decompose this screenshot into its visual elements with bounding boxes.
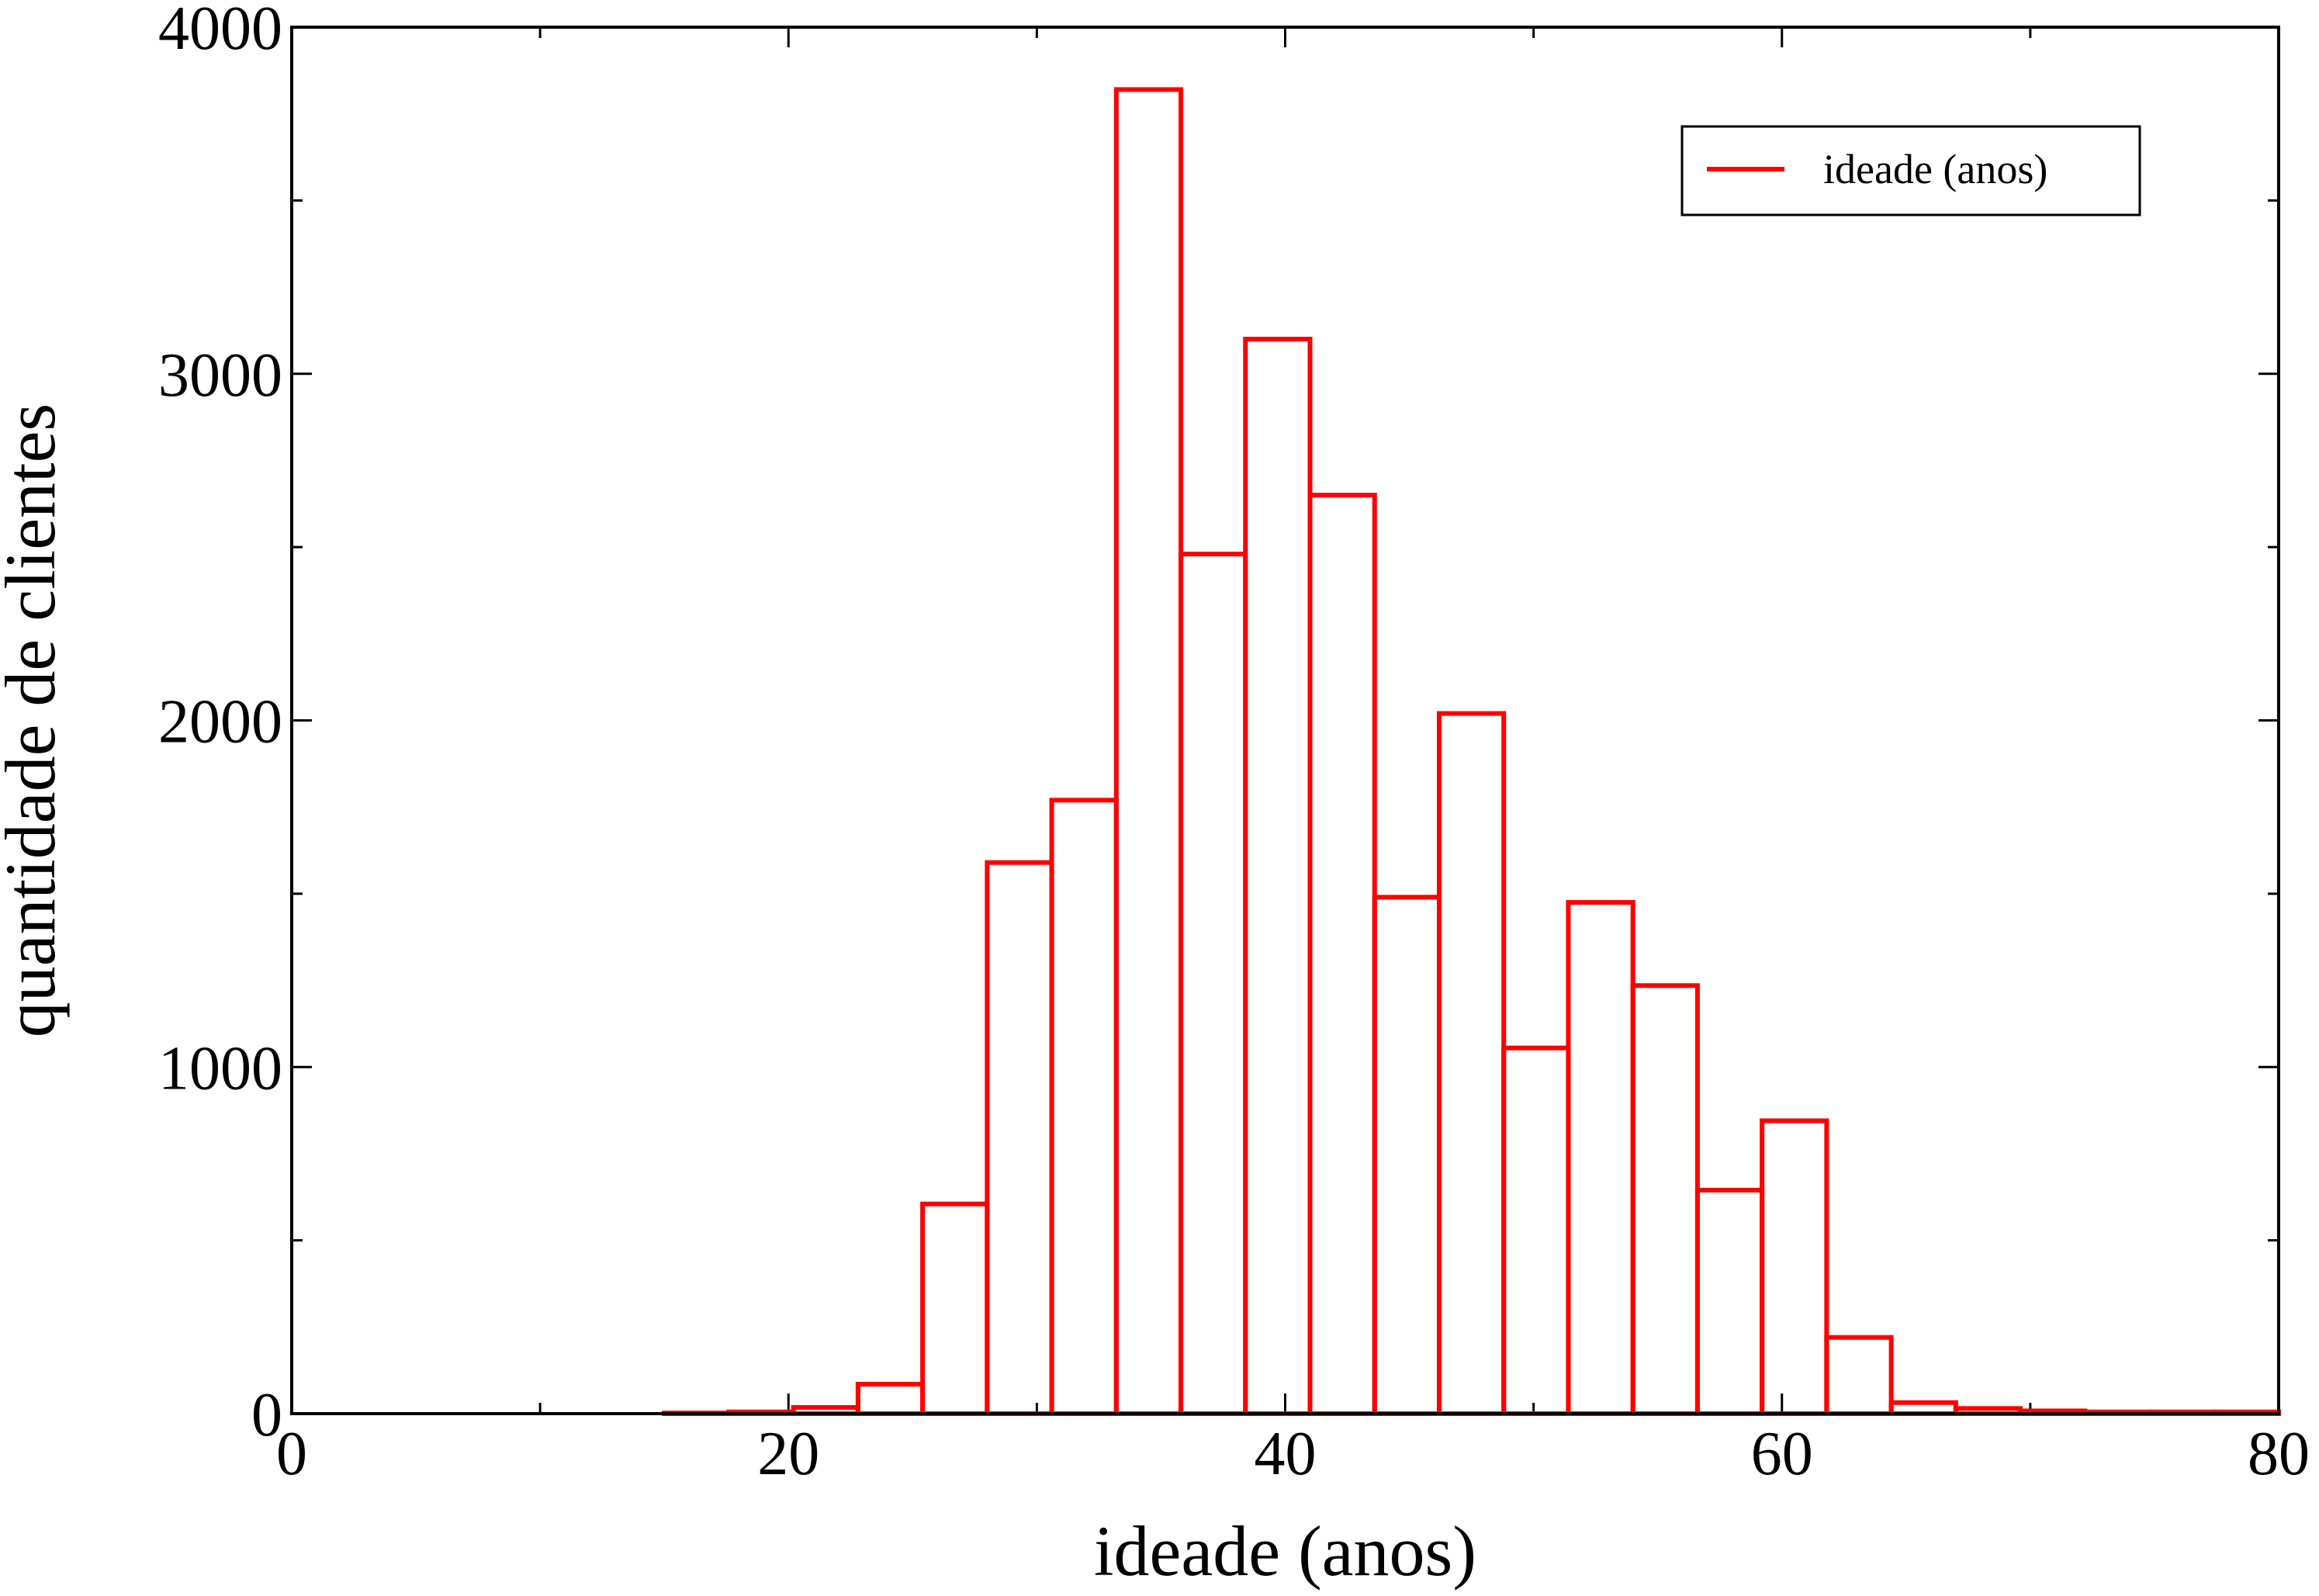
x-tick-label: 20 [757,1420,819,1488]
y-axis-title: quantidade de clientes [0,403,70,1037]
y-tick-label: 1000 [158,1034,282,1103]
plot-frame [290,26,2280,1415]
histogram-bar [1436,711,1507,1416]
histogram-bar [1049,798,1119,1416]
y-tick-label: 3000 [158,341,282,410]
histogram-bar [1307,493,1377,1416]
y-tick-label: 0 [251,1381,282,1449]
histogram-bar [1501,1045,1571,1416]
histogram-bar [1179,552,1248,1416]
y-tick-labels: 0 1000 2000 3000 4000 [158,0,282,1449]
histogram-bar [1566,900,1635,1416]
histogram-bar [985,860,1054,1416]
major-ticks [290,26,2280,1415]
x-tick-labels: 0 20 40 60 80 [276,1420,2310,1488]
legend-label: ideade (anos) [1823,146,2047,192]
histogram-bar [920,1201,990,1417]
x-tick-label: 40 [1255,1420,1317,1488]
y-tick-label: 2000 [158,688,282,756]
y-tick-label: 4000 [158,0,282,63]
bars [662,87,2282,1417]
histogram-bar [1630,983,1700,1417]
histogram-bar [1243,337,1313,1417]
histogram-bar [1824,1335,1894,1416]
histogram-bar [1694,1187,1765,1416]
x-tick-label: 80 [2248,1420,2310,1488]
histogram-bar [1113,87,1184,1416]
x-axis-title: ideade (anos) [1094,1511,1476,1591]
x-tick-label: 60 [1751,1420,1813,1488]
histogram-bar [1888,1400,1958,1416]
x-tick-label: 0 [276,1420,307,1488]
legend: ideade (anos) [1680,125,2141,216]
histogram-bar [1760,1118,1829,1416]
histogram-bar [1372,895,1442,1416]
histogram-bar [855,1382,926,1416]
minor-ticks [292,27,2279,1414]
